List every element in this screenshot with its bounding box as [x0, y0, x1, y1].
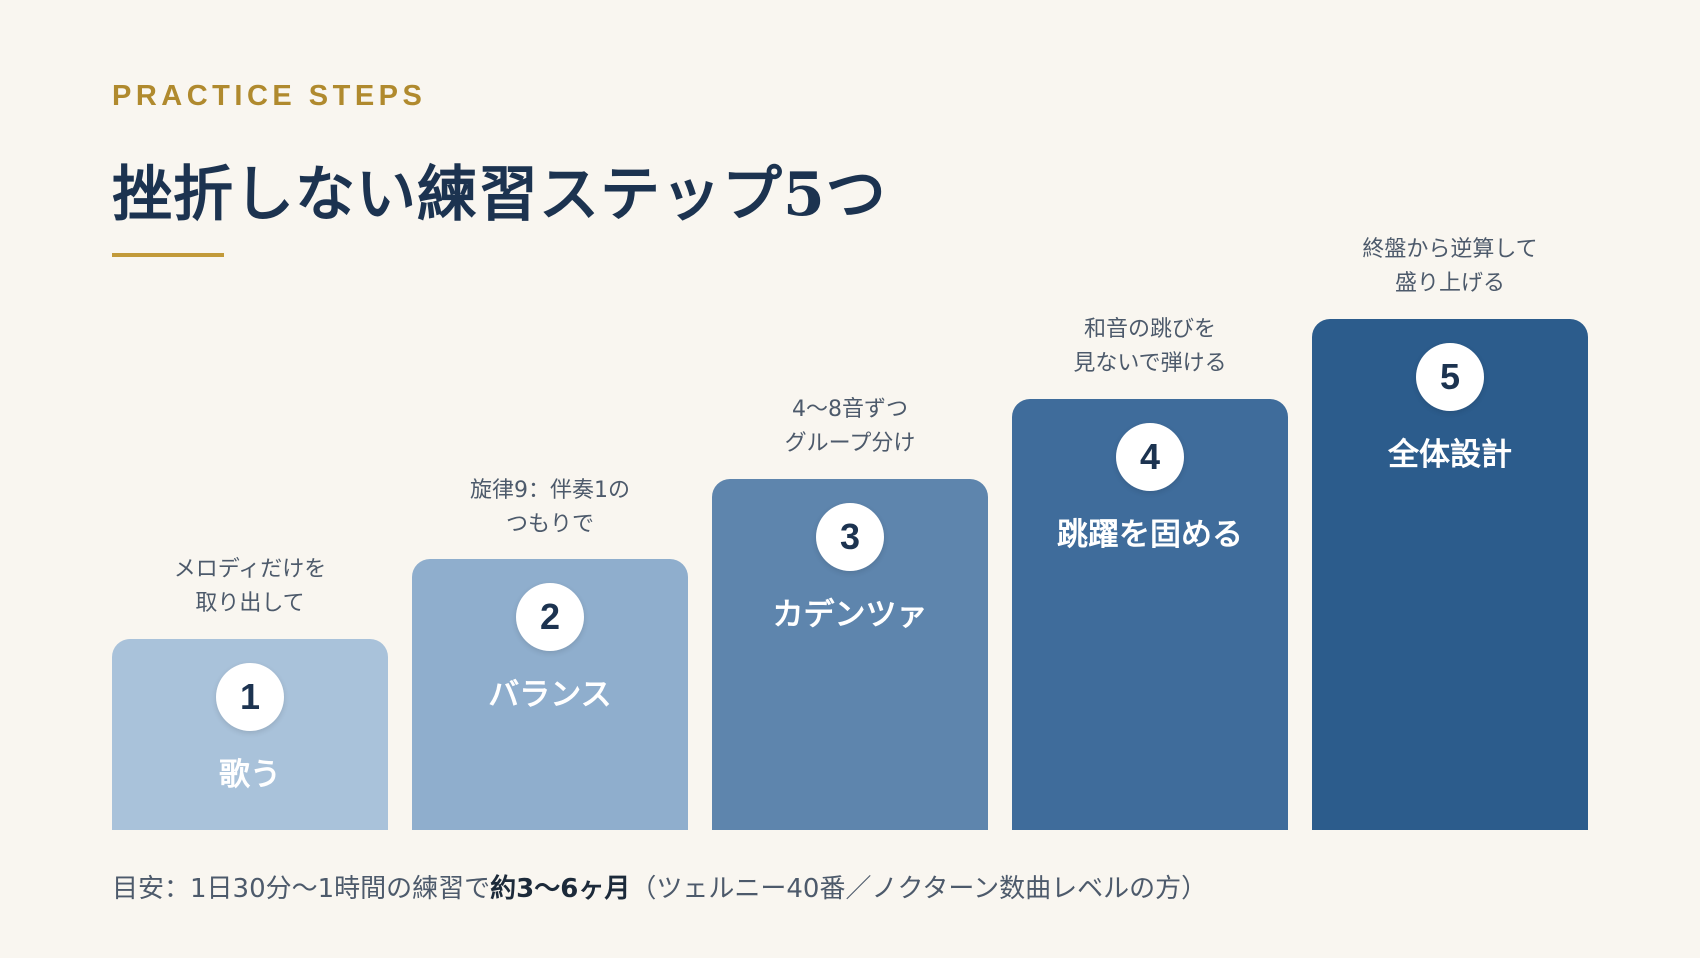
step-4-number-badge: 4 — [1116, 423, 1184, 491]
step-4-caption: 和音の跳びを 見ないで弾ける — [1012, 313, 1288, 381]
step-1-bar: 1 歌う — [112, 639, 388, 830]
step-3-caption-line1: 4〜8音ずつ — [792, 397, 908, 422]
step-4-caption-line1: 和音の跳びを — [1083, 317, 1216, 342]
step-2-number-badge: 2 — [516, 583, 584, 651]
step-2-bar: 2 バランス — [412, 559, 688, 830]
step-3-caption-line2: グループ分け — [784, 431, 916, 456]
eyebrow-label: PRACTICE STEPS — [112, 80, 427, 112]
step-1-caption: メロディだけを 取り出して — [112, 553, 388, 621]
step-1-number-badge: 1 — [216, 663, 284, 731]
step-2-caption-line1: 旋律9：伴奏1の — [470, 478, 630, 503]
step-3-caption: 4〜8音ずつ グループ分け — [712, 393, 988, 461]
footer-note: 目安：1日30分〜1時間の練習で約3〜6ヶ月（ツェルニー40番／ノクターン数曲レ… — [112, 868, 1207, 905]
footer-emphasis: 約3〜6ヶ月 — [490, 874, 631, 904]
step-4-caption-line2: 見ないで弾ける — [1073, 351, 1227, 376]
step-2-caption-line2: つもりで — [505, 512, 594, 537]
step-1-caption-line1: メロディだけを — [173, 557, 327, 582]
step-5-caption-line2: 盛り上げる — [1394, 271, 1505, 296]
footer-suffix: （ツェルニー40番／ノクターン数曲レベルの方） — [630, 874, 1208, 904]
step-2-caption: 旋律9：伴奏1の つもりで — [412, 474, 688, 542]
step-2-name: バランス — [488, 677, 612, 713]
page-title: 挫折しない練習ステップ5つ — [112, 160, 887, 230]
step-4-name: 跳躍を固める — [1057, 517, 1243, 553]
step-4-bar: 4 跳躍を固める — [1012, 399, 1288, 830]
title-underline — [112, 253, 224, 257]
step-3-number-badge: 3 — [816, 503, 884, 571]
footer-prefix: 目安：1日30分〜1時間の練習で — [112, 874, 491, 904]
step-5-name: 全体設計 — [1388, 437, 1512, 473]
step-3-bar: 3 カデンツァ — [712, 479, 988, 830]
step-3-name: カデンツァ — [772, 597, 928, 633]
step-5-caption-line1: 終盤から逆算して — [1362, 237, 1538, 262]
step-5-caption: 終盤から逆算して 盛り上げる — [1312, 233, 1588, 301]
step-5-number-badge: 5 — [1416, 343, 1484, 411]
step-1-name: 歌う — [219, 757, 281, 793]
step-1-caption-line2: 取り出して — [195, 591, 305, 616]
step-5-bar: 5 全体設計 — [1312, 319, 1588, 830]
